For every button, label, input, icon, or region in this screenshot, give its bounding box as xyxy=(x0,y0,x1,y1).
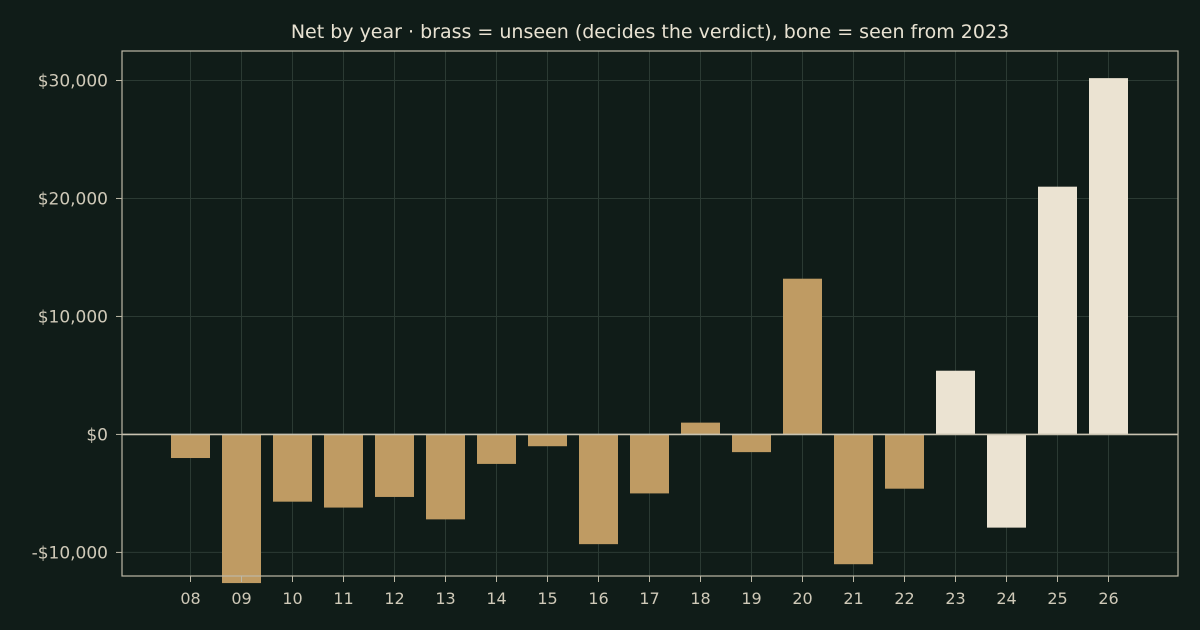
bar-18 xyxy=(681,422,720,435)
bar-16 xyxy=(579,434,618,545)
x-tick-label: 12 xyxy=(384,589,404,608)
x-tick-label: 19 xyxy=(741,589,761,608)
x-tick-label: 14 xyxy=(486,589,506,608)
bar-21 xyxy=(834,434,873,565)
x-tick-label: 17 xyxy=(639,589,659,608)
bar-25 xyxy=(1038,186,1077,435)
x-tick-label: 13 xyxy=(435,589,455,608)
bar-13 xyxy=(426,434,465,520)
bar-14 xyxy=(477,434,516,464)
bar-09 xyxy=(222,434,261,584)
bar-22 xyxy=(885,434,924,489)
bar-10 xyxy=(273,434,312,502)
y-tick-label: -$10,000 xyxy=(32,543,108,563)
y-tick-label: $10,000 xyxy=(38,307,108,327)
bar-26 xyxy=(1089,78,1128,435)
chart-title: Net by year · brass = unseen (decides th… xyxy=(291,21,1009,43)
bars xyxy=(171,78,1128,584)
bar-12 xyxy=(375,434,414,497)
x-tick-label: 26 xyxy=(1098,589,1118,608)
bar-24 xyxy=(987,434,1026,528)
x-tick-label: 22 xyxy=(894,589,914,608)
x-tick-label: 08 xyxy=(180,589,200,608)
x-tick-label: 20 xyxy=(792,589,812,608)
x-tick-label: 23 xyxy=(945,589,965,608)
x-tick-label: 15 xyxy=(537,589,557,608)
y-tick-label: $0 xyxy=(86,425,108,445)
bar-08 xyxy=(171,434,210,459)
x-tick-label: 09 xyxy=(231,589,251,608)
x-tick-label: 16 xyxy=(588,589,608,608)
x-tick-label: 11 xyxy=(333,589,353,608)
y-tick-label: $30,000 xyxy=(38,71,108,91)
tick-labels: -$10,000 $0 $10,000 $20,000 $30,000 08 09 10 11 1… xyxy=(32,71,1119,608)
x-tick-label: 10 xyxy=(282,589,302,608)
bar-15 xyxy=(528,434,567,447)
bar-20 xyxy=(783,278,822,435)
x-tick-label: 21 xyxy=(843,589,863,608)
axes xyxy=(116,50,1179,582)
x-tick-label: 24 xyxy=(996,589,1016,608)
bar-23 xyxy=(936,370,975,435)
x-tick-label: 25 xyxy=(1047,589,1067,608)
x-tick-label: 18 xyxy=(690,589,710,608)
bar-19 xyxy=(732,434,771,453)
y-tick-label: $20,000 xyxy=(38,189,108,209)
bar-11 xyxy=(324,434,363,508)
bar-17 xyxy=(630,434,669,494)
